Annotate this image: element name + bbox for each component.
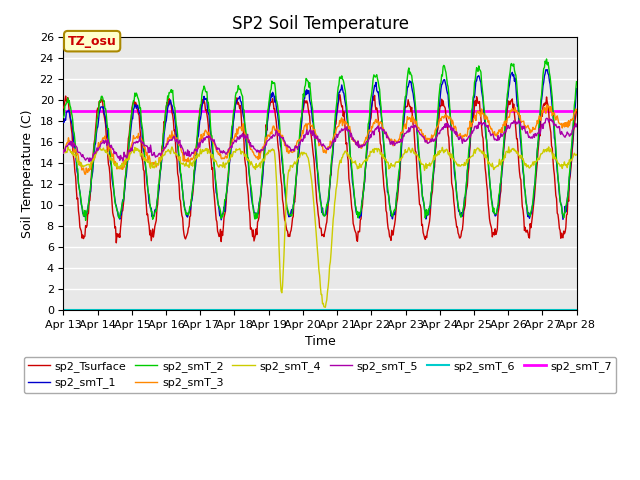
sp2_smT_4 xyxy=(399,155,406,161)
sp2_smT_2 xyxy=(398,136,406,142)
sp2_smT_4 xyxy=(202,146,209,152)
sp2_smT_5 xyxy=(383,135,390,141)
sp2_smT_4 xyxy=(175,155,182,161)
Text: TZ_osu: TZ_osu xyxy=(68,35,116,48)
sp2_smT_3 xyxy=(398,130,406,136)
sp2_smT_2 xyxy=(122,166,130,171)
sp2_Tsurface xyxy=(399,135,406,141)
sp2_Tsurface xyxy=(175,174,182,180)
sp2_smT_7 xyxy=(60,108,67,114)
sp2_smT_5 xyxy=(60,150,67,156)
sp2_smT_4 xyxy=(70,153,77,158)
sp2_smT_2 xyxy=(69,118,77,124)
sp2_smT_1 xyxy=(174,143,182,148)
sp2_smT_5 xyxy=(175,141,182,146)
Legend: sp2_Tsurface, sp2_smT_1, sp2_smT_2, sp2_smT_3, sp2_smT_4, sp2_smT_5, sp2_smT_6, : sp2_Tsurface, sp2_smT_1, sp2_smT_2, sp2_… xyxy=(24,357,616,393)
Line: sp2_smT_4: sp2_smT_4 xyxy=(63,147,577,307)
sp2_Tsurface xyxy=(383,219,391,225)
sp2_Tsurface xyxy=(60,105,67,111)
sp2_smT_4 xyxy=(573,152,580,157)
sp2_smT_1 xyxy=(218,217,225,223)
sp2_smT_2 xyxy=(60,115,67,120)
sp2_smT_1 xyxy=(122,176,129,182)
sp2_Tsurface xyxy=(113,240,120,246)
sp2_smT_2 xyxy=(202,88,209,94)
sp2_smT_5 xyxy=(122,155,130,161)
sp2_smT_7 xyxy=(61,108,68,114)
sp2_smT_4 xyxy=(60,150,67,156)
sp2_smT_2 xyxy=(82,217,90,223)
sp2_Tsurface xyxy=(573,107,580,112)
Title: SP2 Soil Temperature: SP2 Soil Temperature xyxy=(232,15,408,33)
sp2_smT_3 xyxy=(175,141,182,146)
sp2_smT_5 xyxy=(543,116,550,121)
sp2_smT_1 xyxy=(573,86,580,92)
sp2_smT_2 xyxy=(383,179,390,185)
sp2_smT_1 xyxy=(543,67,551,72)
sp2_smT_4 xyxy=(64,144,72,150)
sp2_smT_5 xyxy=(573,124,580,130)
sp2_smT_3 xyxy=(543,102,550,108)
sp2_smT_1 xyxy=(69,127,77,132)
sp2_smT_4 xyxy=(321,304,329,310)
sp2_smT_3 xyxy=(69,140,77,145)
sp2_smT_3 xyxy=(573,108,580,113)
sp2_smT_5 xyxy=(398,139,406,145)
sp2_Tsurface xyxy=(202,107,209,113)
sp2_smT_5 xyxy=(85,159,93,165)
sp2_smT_5 xyxy=(69,145,77,151)
Line: sp2_smT_2: sp2_smT_2 xyxy=(63,59,577,220)
sp2_smT_1 xyxy=(383,177,390,182)
sp2_smT_4 xyxy=(122,158,130,164)
sp2_smT_3 xyxy=(60,148,67,154)
Line: sp2_smT_1: sp2_smT_1 xyxy=(63,70,577,220)
sp2_smT_3 xyxy=(81,171,89,177)
sp2_smT_2 xyxy=(573,79,580,84)
sp2_smT_6 xyxy=(60,307,67,313)
sp2_smT_3 xyxy=(122,156,130,162)
X-axis label: Time: Time xyxy=(305,336,335,348)
sp2_smT_1 xyxy=(201,97,209,103)
Y-axis label: Soil Temperature (C): Soil Temperature (C) xyxy=(21,109,34,238)
sp2_Tsurface xyxy=(69,146,77,152)
sp2_smT_4 xyxy=(383,159,391,165)
sp2_smT_3 xyxy=(383,131,390,136)
sp2_smT_3 xyxy=(202,127,209,133)
sp2_smT_6 xyxy=(61,307,68,313)
sp2_smT_2 xyxy=(543,56,550,62)
sp2_smT_1 xyxy=(60,120,67,125)
sp2_Tsurface xyxy=(122,166,130,172)
Line: sp2_smT_5: sp2_smT_5 xyxy=(63,119,577,162)
sp2_smT_5 xyxy=(202,135,209,141)
sp2_smT_1 xyxy=(398,142,406,148)
Line: sp2_Tsurface: sp2_Tsurface xyxy=(63,95,577,243)
sp2_smT_2 xyxy=(175,147,182,153)
Line: sp2_smT_3: sp2_smT_3 xyxy=(63,105,577,174)
sp2_Tsurface xyxy=(336,92,344,97)
